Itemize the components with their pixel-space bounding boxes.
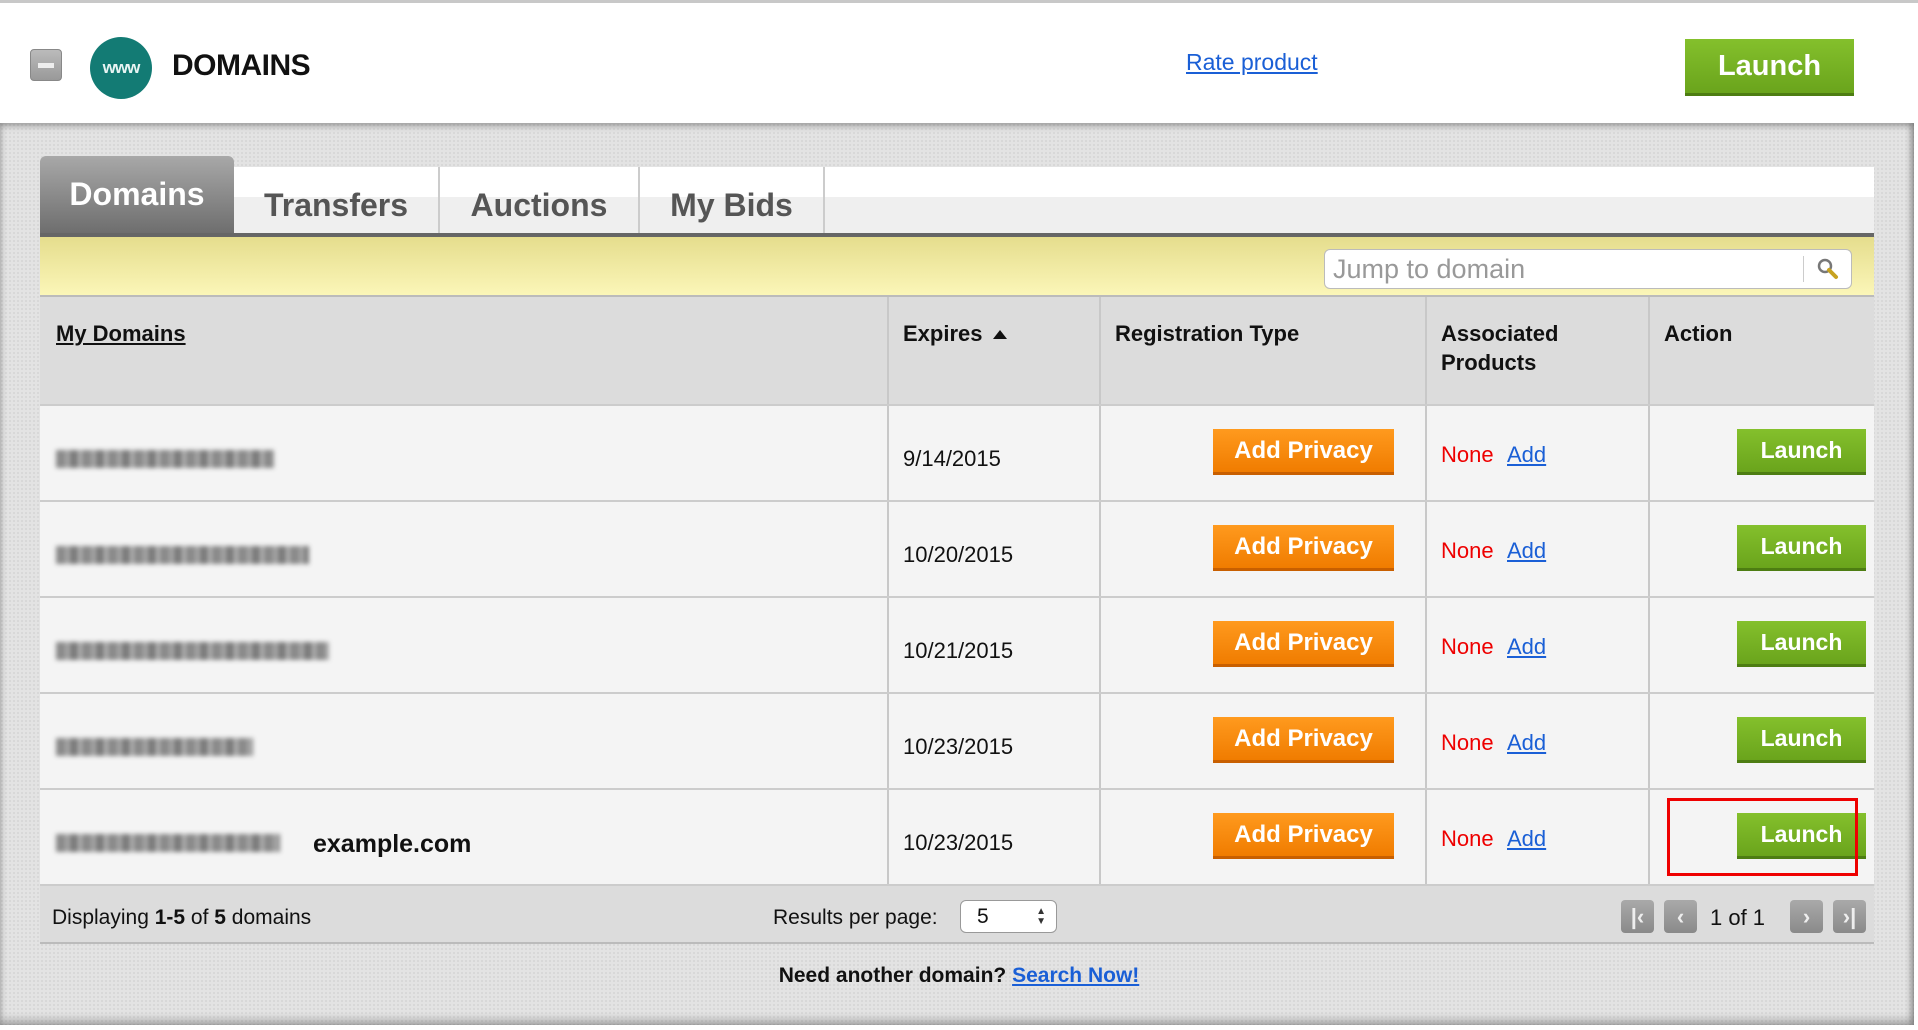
col-my-domains[interactable]: My Domains [40, 297, 889, 404]
add-privacy-button[interactable]: Add Privacy [1213, 525, 1394, 571]
registration-cell: Add Privacy [1101, 694, 1427, 788]
launch-button[interactable]: Launch [1737, 717, 1866, 763]
add-privacy-button[interactable]: Add Privacy [1213, 621, 1394, 667]
header-launch-button[interactable]: Launch [1685, 39, 1854, 96]
add-product-link[interactable]: Add [1507, 538, 1547, 563]
need-another-domain: Need another domain? Search Now! [778, 964, 1140, 987]
add-privacy-button[interactable]: Add Privacy [1213, 813, 1394, 859]
search-icon[interactable] [1815, 256, 1841, 282]
domain-cell [40, 502, 889, 596]
domain-cell [40, 694, 889, 788]
table-row: 10/23/2015 Add Privacy None Add Launch [40, 694, 1874, 790]
tab-my-bids[interactable]: My Bids [640, 167, 825, 233]
action-cell: Launch [1650, 598, 1874, 692]
domain-cell [40, 598, 889, 692]
tab-divider [40, 233, 1874, 237]
domain-cell: example.com [40, 790, 889, 884]
table-row: 10/20/2015 Add Privacy None Add Launch [40, 502, 1874, 598]
redacted-domain-name[interactable] [56, 546, 309, 564]
products-none: None [1441, 538, 1494, 563]
next-page-icon[interactable]: › [1790, 900, 1823, 933]
expires-cell: 9/14/2015 [889, 406, 1101, 500]
jump-to-domain-input[interactable] [1333, 254, 1793, 284]
top-border [0, 0, 1918, 3]
products-none: None [1441, 634, 1494, 659]
action-cell: Launch [1650, 694, 1874, 788]
add-privacy-button[interactable]: Add Privacy [1213, 717, 1394, 763]
registration-cell: Add Privacy [1101, 502, 1427, 596]
expires-header-label[interactable]: Expires [903, 321, 983, 346]
products-cell: None Add [1427, 406, 1650, 500]
expires-cell: 10/20/2015 [889, 502, 1101, 596]
col-associated-products: Associated Products [1427, 297, 1650, 404]
products-none: None [1441, 730, 1494, 755]
launch-button[interactable]: Launch [1737, 525, 1866, 571]
results-per-page-select[interactable]: 5 ▲ ▼ [960, 900, 1057, 933]
expires-date: 9/14/2015 [903, 446, 1001, 471]
registration-cell: Add Privacy [1101, 406, 1427, 500]
expires-cell: 10/23/2015 [889, 790, 1101, 884]
redacted-domain-name[interactable] [56, 450, 274, 468]
tab-domains[interactable]: Domains [40, 156, 234, 233]
tab-transfers[interactable]: Transfers [234, 167, 440, 233]
col-action: Action [1664, 321, 1733, 346]
products-none: None [1441, 826, 1494, 851]
action-cell: Launch [1650, 790, 1874, 884]
add-privacy-button[interactable]: Add Privacy [1213, 429, 1394, 475]
table-row: 9/14/2015 Add Privacy None Add Launch [40, 406, 1874, 502]
add-product-link[interactable]: Add [1507, 442, 1547, 467]
jump-to-domain-field[interactable] [1324, 249, 1852, 289]
action-cell: Launch [1650, 502, 1874, 596]
launch-button[interactable]: Launch [1737, 813, 1866, 859]
domain-cell [40, 406, 889, 500]
add-product-link[interactable]: Add [1507, 634, 1547, 659]
page-indicator: 1 of 1 [1710, 905, 1766, 930]
products-cell: None Add [1427, 502, 1650, 596]
products-cell: None Add [1427, 694, 1650, 788]
products-none: None [1441, 442, 1494, 467]
redacted-domain-name[interactable] [56, 642, 329, 660]
displaying-count: Displaying 1-5 of 5 domains [52, 906, 312, 929]
launch-button[interactable]: Launch [1737, 429, 1866, 475]
table-header-row: My Domains Expires Registration Type Ass… [40, 297, 1874, 406]
www-logo-icon: www [90, 37, 152, 99]
my-domains-sort-link[interactable]: My Domains [56, 321, 186, 346]
expires-date: 10/21/2015 [903, 638, 1014, 663]
widget-title: DOMAINS [172, 49, 311, 82]
results-per-page-label: Results per page: [773, 906, 938, 929]
example-annotation: example.com [313, 830, 472, 858]
add-product-link[interactable]: Add [1507, 826, 1547, 851]
expires-date: 10/23/2015 [903, 734, 1014, 759]
expires-date: 10/23/2015 [903, 830, 1014, 855]
add-product-link[interactable]: Add [1507, 730, 1547, 755]
prev-page-icon[interactable]: ‹ [1664, 900, 1697, 933]
expires-date: 10/20/2015 [903, 542, 1014, 567]
tab-strip [40, 167, 1874, 233]
registration-cell: Add Privacy [1101, 598, 1427, 692]
expires-cell: 10/23/2015 [889, 694, 1101, 788]
tab-auctions[interactable]: Auctions [440, 167, 640, 233]
table-footer: Displaying 1-5 of 5 domains Results per … [40, 886, 1874, 944]
products-cell: None Add [1427, 790, 1650, 884]
search-now-link[interactable]: Search Now! [1012, 964, 1140, 987]
launch-button[interactable]: Launch [1737, 621, 1866, 667]
action-cell: Launch [1650, 406, 1874, 500]
col-registration-type: Registration Type [1101, 297, 1427, 404]
sort-ascending-icon [992, 330, 1007, 339]
table-row: example.com 10/23/2015 Add Privacy None A… [40, 790, 1874, 886]
table-row: 10/21/2015 Add Privacy None Add Launch [40, 598, 1874, 694]
search-separator [1803, 256, 1804, 282]
rate-product-link[interactable]: Rate product [1186, 49, 1318, 75]
products-cell: None Add [1427, 598, 1650, 692]
collapse-icon[interactable] [30, 49, 62, 81]
redacted-domain-name[interactable] [56, 738, 253, 756]
last-page-icon[interactable]: ›| [1833, 900, 1866, 933]
widget-header: www DOMAINS Rate product Launch [0, 3, 1918, 123]
updown-icon: ▲ ▼ [1036, 906, 1046, 927]
redacted-domain-name[interactable] [56, 834, 280, 852]
col-expires[interactable]: Expires [889, 297, 1101, 404]
expires-cell: 10/21/2015 [889, 598, 1101, 692]
first-page-icon[interactable]: |‹ [1621, 900, 1654, 933]
registration-cell: Add Privacy [1101, 790, 1427, 884]
